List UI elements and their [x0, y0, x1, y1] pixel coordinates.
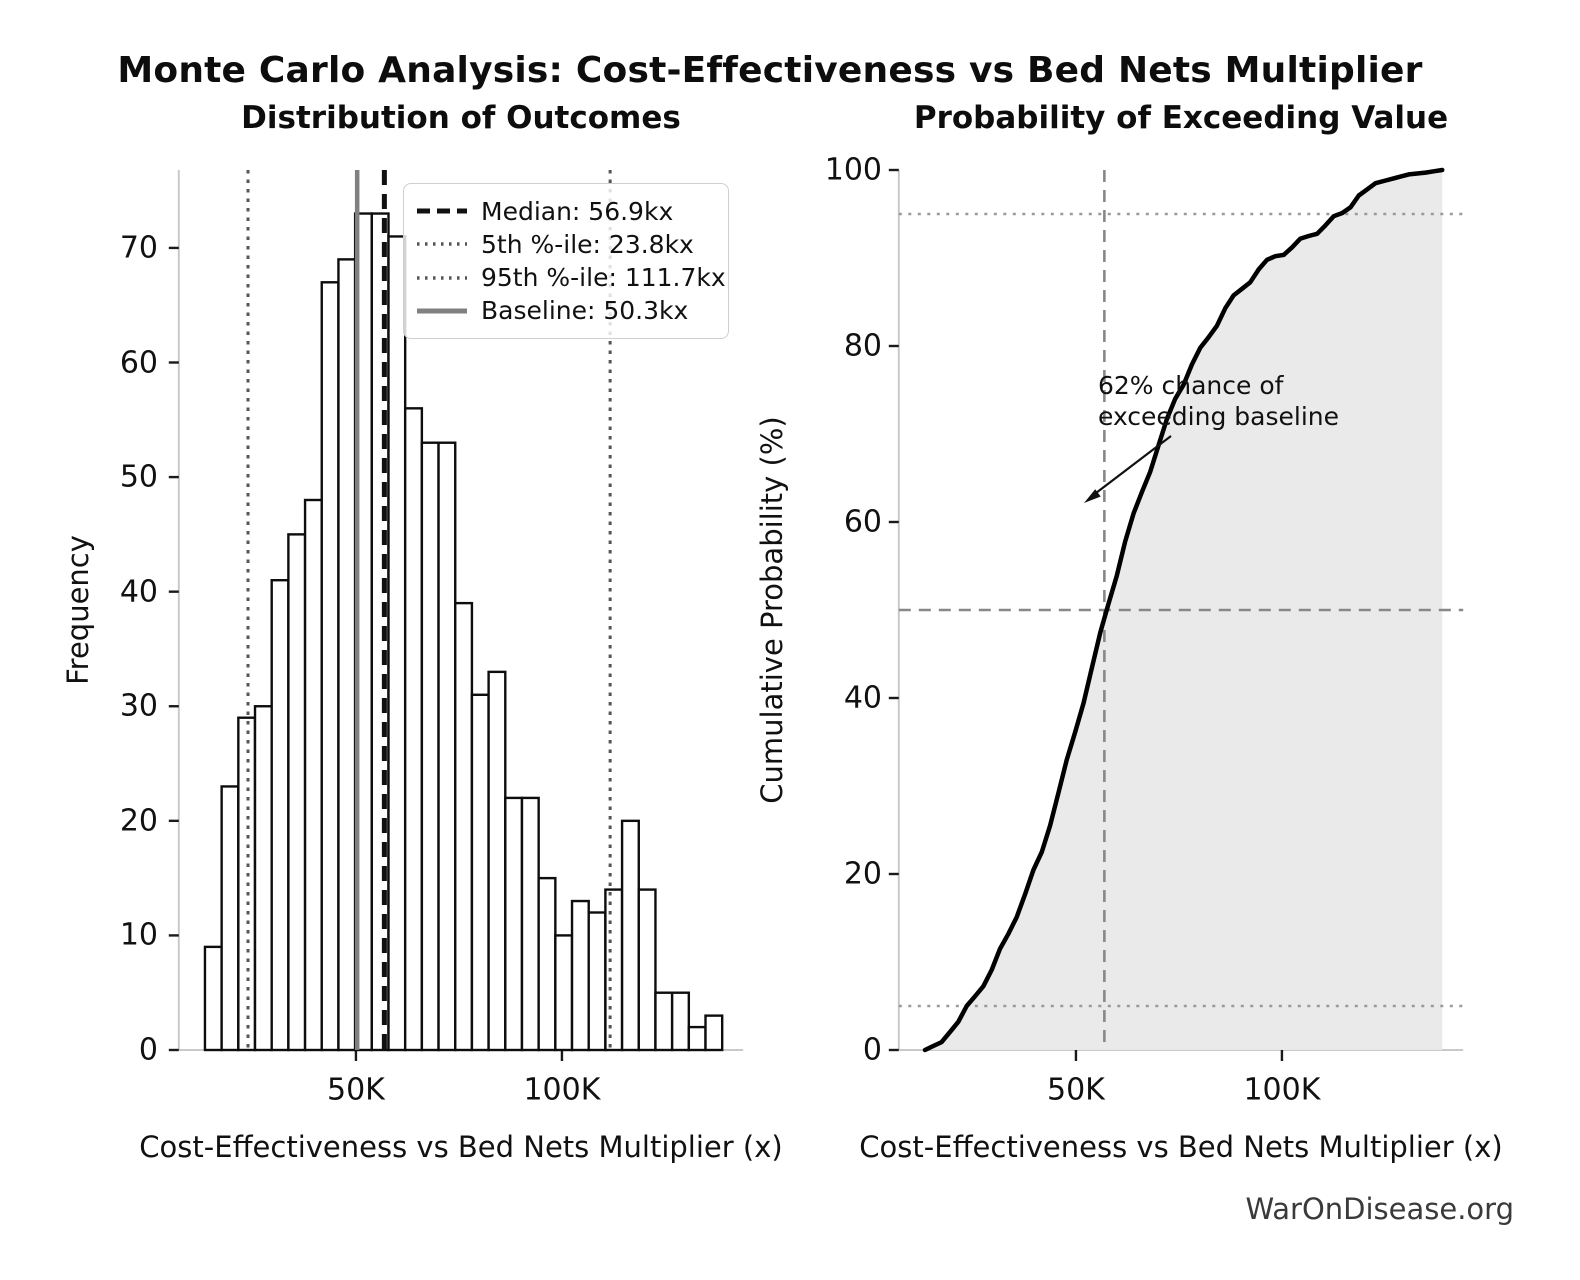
histogram-bar — [220, 785, 240, 1052]
histogram-bar — [470, 693, 490, 1052]
histogram-bar — [303, 498, 323, 1052]
histogram-bar — [437, 441, 457, 1052]
right-yaxis-label: Cumulative Probability (%) — [755, 416, 789, 804]
left-yaxis-label: Frequency — [61, 535, 95, 685]
histogram-bar — [387, 235, 407, 1052]
histogram-bar — [620, 819, 640, 1052]
x-tick-label: 50K — [1047, 1072, 1105, 1108]
legend-line-sample-p95 — [417, 275, 467, 280]
x-tick-label: 100K — [1243, 1072, 1321, 1108]
y-tick-label: 100 — [824, 152, 882, 188]
legend-item-label: 95th %-ile: 111.7kx — [481, 263, 726, 293]
legend: Median: 56.9kx 5th %-ile: 23.8kx 95th %-il… — [403, 183, 729, 339]
x-tick-label: 100K — [523, 1072, 601, 1108]
y-tick-label: 10 — [119, 917, 158, 953]
legend-line-sample-baseline — [417, 308, 467, 314]
legend-line-sample-median — [417, 208, 467, 214]
histogram-bar — [454, 601, 474, 1052]
histogram-bar — [654, 991, 674, 1052]
annotation-line-1: 62% chance of — [1098, 371, 1284, 400]
histogram-bar — [337, 258, 357, 1052]
legend-item-label: 5th %-ile: 23.8kx — [481, 229, 694, 259]
y-tick-label: 20 — [843, 856, 882, 892]
annotation-text: 62% chance of exceeding baseline — [1098, 370, 1339, 432]
legend-line-sample-p5 — [417, 242, 467, 247]
histogram-bar — [637, 888, 657, 1052]
histogram-bar — [587, 911, 607, 1052]
histogram-bar — [203, 945, 223, 1052]
y-tick-label: 0 — [138, 1032, 158, 1068]
histogram-bar — [403, 407, 424, 1052]
annotation-arrow-shaft — [1095, 435, 1172, 494]
main-title: Monte Carlo Analysis: Cost-Effectiveness… — [117, 50, 1423, 91]
legend-item: 95th %-ile: 111.7kx — [416, 262, 726, 294]
legend-item-label: Median: 56.9kx — [481, 196, 674, 226]
annotation-arrow-head — [1084, 489, 1101, 503]
annotation-line-2: exceeding baseline — [1098, 402, 1339, 431]
histogram-bar — [704, 1014, 724, 1052]
histogram-bar — [287, 533, 307, 1052]
histogram-bar — [670, 991, 691, 1052]
cdf-curve — [922, 167, 1445, 1053]
histogram-bar — [570, 899, 590, 1052]
left-subplot-title: Distribution of Outcomes — [241, 100, 681, 136]
footer-watermark: WarOnDisease.org — [1245, 1192, 1514, 1226]
y-tick-label: 20 — [119, 803, 158, 839]
histogram-bar — [687, 1025, 707, 1052]
y-tick-label: 60 — [119, 345, 158, 380]
y-tick-label: 60 — [843, 504, 882, 540]
histogram-bar — [604, 888, 624, 1052]
y-tick-label: 80 — [843, 328, 882, 364]
legend-item: Median: 56.9kx — [416, 195, 716, 227]
histogram-bar — [520, 796, 540, 1052]
x-tick-label: 50K — [327, 1072, 385, 1108]
histogram-bar — [320, 281, 340, 1052]
histogram-bar — [537, 876, 557, 1052]
histogram-bar — [504, 796, 524, 1052]
legend-item: Baseline: 50.3kx — [416, 295, 716, 327]
y-tick-label: 0 — [862, 1032, 882, 1068]
y-tick-label: 70 — [119, 230, 158, 266]
y-tick-label: 40 — [119, 574, 158, 610]
left-xaxis-label: Cost-Effectiveness vs Bed Nets Multiplie… — [139, 1130, 783, 1164]
y-tick-label: 30 — [119, 688, 158, 724]
right-subplot-title: Probability of Exceeding Value — [913, 100, 1449, 136]
histogram-bar — [487, 670, 507, 1052]
right-xaxis-label: Cost-Effectiveness vs Bed Nets Multiplie… — [859, 1130, 1503, 1164]
legend-item-label: Baseline: 50.3kx — [481, 296, 689, 326]
histogram-bar — [270, 579, 290, 1052]
y-tick-label: 50 — [119, 459, 158, 495]
histogram-bar — [253, 705, 273, 1052]
histogram-bar — [554, 934, 574, 1052]
legend-item: 5th %-ile: 23.8kx — [416, 228, 716, 260]
y-tick-label: 40 — [843, 680, 882, 716]
histogram-bar — [420, 441, 440, 1052]
